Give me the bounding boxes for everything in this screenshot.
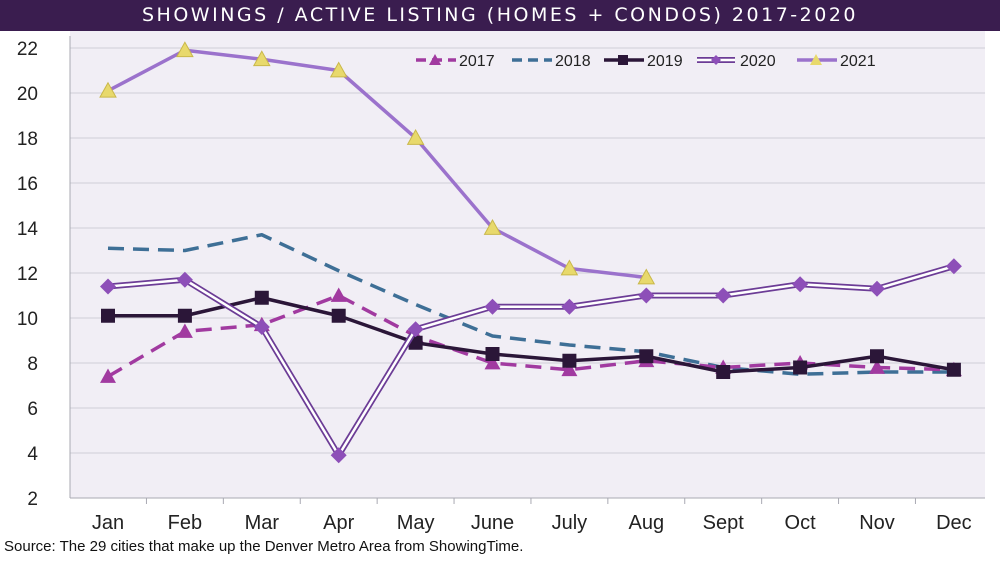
data-point-2019: [793, 360, 808, 375]
x-tick-label: Oct: [785, 512, 817, 534]
x-tick-label: Sept: [703, 512, 745, 534]
legend-marker: [810, 54, 822, 65]
x-tick-label: Aug: [629, 512, 665, 534]
line-chart: 2 4 6 8 10 12 14 16 18 20 22 Jan Feb Mar Apr May June Jul…: [17, 31, 985, 534]
chart-title: SHOWINGS / ACTIVE LISTING (HOMES + CONDO…: [0, 0, 1000, 31]
data-point-2019: [177, 308, 192, 323]
y-tick-label: 6: [27, 399, 38, 420]
data-point-2021: [329, 61, 348, 78]
y-tick-label: 8: [27, 354, 38, 375]
data-point-2020: [561, 298, 578, 315]
x-tick-label: Feb: [168, 512, 202, 534]
data-point-2021: [99, 81, 117, 98]
data-point-2020: [715, 287, 732, 304]
series-2021: [99, 41, 656, 285]
x-tick-label: Mar: [245, 512, 280, 534]
data-point-2020: [869, 280, 885, 297]
legend-item-2017: 2017: [416, 53, 495, 70]
series-line: [107, 293, 954, 379]
x-tick-label: Dec: [936, 512, 972, 534]
series-2020: [100, 258, 962, 464]
legend-label: 2020: [740, 53, 776, 70]
data-point-2017: [561, 361, 578, 377]
series-2018: [107, 233, 954, 376]
data-point-2020: [253, 319, 270, 335]
plot-area: [70, 31, 985, 498]
y-tick-label: 22: [17, 39, 38, 60]
legend: 2017 2018 2019 2020 2021: [416, 53, 876, 70]
legend-label: 2021: [840, 53, 876, 70]
data-point-2020: [100, 278, 116, 295]
data-point-2020: [638, 287, 655, 304]
legend-marker: [429, 54, 441, 65]
data-point-2021: [560, 259, 579, 276]
series-line: [108, 296, 955, 374]
legend-item-2020: 2020: [697, 53, 776, 70]
data-point-2019: [101, 308, 115, 323]
y-tick-label: 20: [17, 84, 38, 105]
data-point-2019: [870, 349, 884, 364]
data-point-2019: [485, 347, 500, 361]
y-tick-label: 2: [27, 489, 38, 510]
data-point-2020: [484, 298, 501, 315]
y-tick-label: 10: [17, 309, 38, 330]
source-note: Source: The 29 cities that make up the D…: [4, 538, 524, 555]
x-tick-label: July: [552, 512, 588, 534]
x-tick-label: Apr: [323, 512, 354, 534]
data-point-2017: [484, 355, 501, 370]
data-point-2017: [100, 368, 116, 383]
data-point-2020: [330, 447, 347, 464]
legend-marker: [711, 55, 721, 65]
y-tick-label: 12: [17, 264, 38, 285]
data-point-2019: [639, 349, 654, 364]
data-point-2017: [330, 287, 347, 302]
data-point-2019: [254, 290, 269, 305]
series-line: [107, 48, 647, 280]
x-tick-label: June: [471, 512, 514, 534]
legend-item-2021: 2021: [797, 53, 876, 70]
y-tick-label: 16: [17, 174, 38, 195]
gridlines: [70, 47, 985, 499]
data-point-2020: [176, 271, 193, 288]
legend-label: 2018: [555, 53, 591, 70]
legend-item-2019: 2019: [604, 53, 683, 70]
x-tick-label: May: [397, 512, 435, 534]
data-point-2020: [407, 321, 424, 338]
legend-label: 2017: [459, 53, 495, 70]
series-line: [107, 233, 954, 376]
series-line-inner: [107, 265, 955, 457]
data-point-2020: [792, 276, 809, 293]
y-tick-label: 18: [17, 129, 38, 150]
data-point-2019: [562, 353, 577, 368]
y-tick-label: 4: [27, 444, 38, 465]
data-point-2021: [637, 268, 656, 285]
data-point-2021: [483, 218, 502, 235]
data-point-2021: [176, 41, 194, 58]
x-tick-label: Nov: [859, 512, 895, 534]
data-point-2019: [946, 362, 961, 377]
legend-item-2018: 2018: [512, 53, 591, 70]
legend-marker: [618, 55, 628, 65]
data-point-2019: [331, 308, 346, 323]
data-point-2017: [176, 323, 193, 338]
data-point-2021: [406, 128, 425, 145]
data-point-2017: [869, 359, 885, 374]
legend-label: 2019: [647, 53, 683, 70]
series-2019: [101, 290, 961, 379]
data-point-2019: [716, 365, 731, 379]
y-tick-label: 14: [17, 219, 39, 240]
data-point-2021: [252, 50, 271, 67]
x-tick-label: Jan: [92, 512, 124, 534]
data-point-2020: [945, 258, 962, 275]
